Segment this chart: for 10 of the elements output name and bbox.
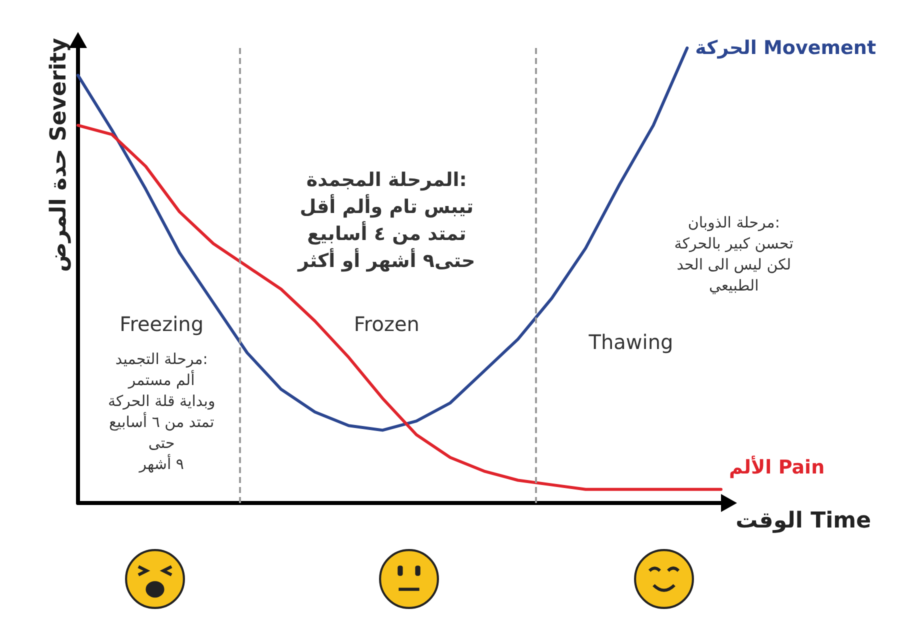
y-axis-title: حدة المرض Severity [46,38,72,272]
annotation: Frozen [354,312,420,336]
x-axis-title: الوقت Time [736,508,871,534]
annotation: Freezing [120,312,204,336]
annotation: Thawing [588,330,674,354]
series-label: الألم Pain [729,455,825,478]
annotation: مرحلة الذوبان: تحسن كبير بالحركة لكن ليس الى الحد الطبيعي [674,213,794,294]
series-label: الحركة Movement [695,37,876,59]
annotation: المرحلة المجمدة: تيبس تام وألم أقل تمتد من ٤ أسابيع حتى٩ أشهر أو أكثر [297,168,476,272]
annotation: مرحلة التجميد: ألم مستمر وبداية قلة الحركة تمتد من ٦ أسابيع حتى ٩ أشهر [108,350,216,473]
